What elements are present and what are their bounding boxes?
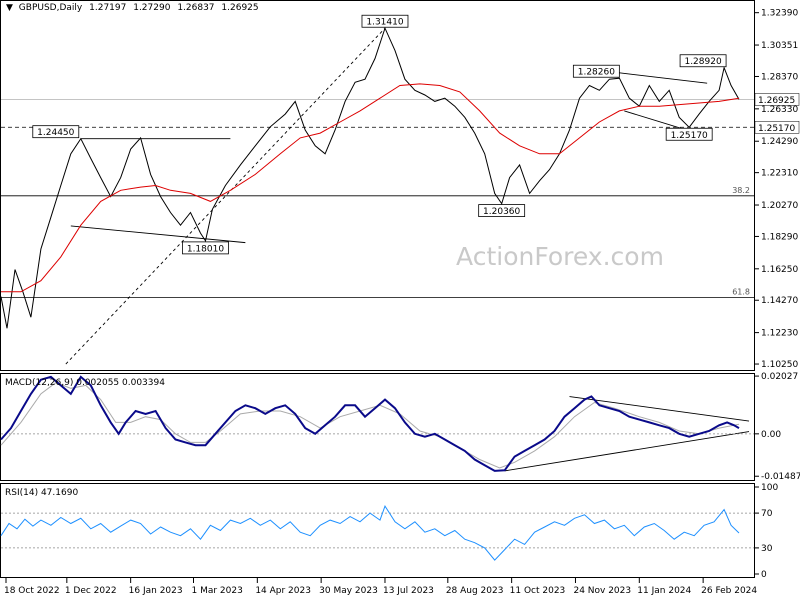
ohlc-close: 1.26925 — [221, 3, 258, 13]
price-annotation-label: 1.28920 — [684, 57, 721, 67]
fib-level-label: 38.2 — [732, 186, 750, 195]
moving-average-line — [1, 83, 740, 293]
ohlc-low: 1.26837 — [177, 3, 214, 13]
x-tick-label: 24 Nov 2023 — [573, 586, 631, 596]
rsi-line — [0, 504, 740, 561]
price-y-axis: 1.32390 1.30351 1.28370 1.26330 1.24290 1.223… — [754, 9, 800, 370]
macd-y-tick-label: 0.00 — [761, 430, 781, 440]
rsi-series — [0, 504, 740, 561]
trendline-channel-bottom-2023 — [70, 225, 246, 244]
price-annotation-box — [665, 127, 713, 141]
trendline-rising-trendline — [65, 27, 386, 365]
price-y-tick-label: 1.30351 — [761, 41, 798, 51]
price-y-tick-label: 1.18290 — [761, 232, 798, 242]
price-annotation-box — [679, 54, 727, 68]
price-annotation-label: 1.20360 — [483, 207, 520, 217]
price-panel-frame — [0, 0, 755, 371]
price-y-tick-label: 1.28370 — [761, 72, 798, 82]
x-tick-label: 18 Oct 2022 — [4, 586, 60, 596]
current-price-badge — [754, 93, 800, 106]
chart-title-triangle-icon: ▼ — [6, 3, 13, 13]
price-annotation-box — [32, 125, 80, 139]
price-annotation-box — [572, 64, 620, 78]
x-tick-label: 1 Dec 2022 — [65, 586, 117, 596]
price-y-tick-label: 1.10250 — [761, 360, 798, 370]
price-annotation-label: 1.25170 — [671, 131, 708, 141]
trendline-triangle-upper — [619, 72, 708, 84]
x-tick-label: 28 Aug 2023 — [446, 586, 504, 596]
price-series — [0, 26, 740, 329]
rsi-y-tick-label: 0 — [761, 570, 767, 580]
x-tick-label: 11 Jan 2024 — [637, 586, 691, 596]
rsi-levels — [1, 512, 754, 549]
trendline-macd-upper — [569, 396, 750, 422]
x-tick-label: 11 Oct 2023 — [510, 586, 566, 596]
price-annotation-label: 1.24450 — [37, 128, 74, 138]
macd-main-line — [0, 375, 740, 472]
macd-trendlines — [504, 396, 750, 472]
macd-y-tick-label: 0.02027 — [761, 372, 798, 382]
support-level-badge-label: 1.25170 — [758, 124, 795, 134]
macd-signal-line — [0, 382, 740, 469]
macd-y-tick-label: -0.014877 — [761, 472, 800, 482]
x-tick-label: 26 Feb 2024 — [701, 586, 757, 596]
macd-panel-frame — [0, 373, 755, 481]
price-annotation-label: 1.18010 — [187, 244, 224, 254]
price-y-tick-label: 1.24290 — [761, 137, 798, 147]
price-y-tick-label: 1.14270 — [761, 296, 798, 306]
rsi-y-tick-label: 100 — [761, 483, 778, 493]
x-tick-label: 16 Jan 2023 — [129, 586, 183, 596]
price-y-tick-label: 1.16250 — [761, 265, 798, 275]
x-tick-label: 13 Jul 2023 — [383, 586, 434, 596]
price-y-tick-label: 1.26330 — [761, 105, 798, 115]
chart-title: GBPUSD,Daily — [19, 3, 83, 13]
ohlc-high: 1.27290 — [133, 3, 170, 13]
price-y-tick-label: 1.22310 — [761, 169, 798, 179]
price-annotations: 1.31410 1.24450 1.18010 1.20360 1.28260 1.289… — [32, 14, 727, 255]
macd-y-axis: 0.02027 0.00 -0.014877 — [754, 372, 800, 482]
price-annotation-box — [182, 241, 229, 255]
macd-label: MACD(12,26,9) 0.002055 0.003394 — [5, 378, 165, 388]
ohlc-open: 1.27197 — [89, 3, 126, 13]
x-tick-label: 30 May 2023 — [319, 586, 378, 596]
rsi-y-tick-label: 70 — [761, 509, 773, 519]
support-level-badge — [754, 121, 800, 134]
rsi-label: RSI(14) 47.1690 — [5, 488, 78, 498]
x-tick-label: 1 Mar 2023 — [191, 586, 242, 596]
price-y-tick-label: 1.32390 — [761, 9, 798, 19]
price-annotation-box — [361, 14, 409, 28]
svg-text:▼ GBPUSD,Daily 1.27197: ▼ GBPUSD,Daily 1.27197 1.27290 1.26837 1… — [6, 3, 259, 13]
price-annotation-label: 1.31410 — [366, 18, 403, 28]
x-axis: 18 Oct 2022 1 Dec 2022 16 Jan 2023 1 Mar 20… — [4, 578, 757, 596]
price-annotation-box — [478, 204, 526, 217]
macd-series — [0, 375, 754, 472]
current-price-badge-label: 1.26925 — [758, 96, 795, 106]
price-y-tick-label: 1.12230 — [761, 329, 798, 339]
rsi-y-axis: 100 70 30 0 — [754, 483, 778, 580]
rsi-y-tick-label: 30 — [761, 544, 773, 554]
x-tick-label: 14 Apr 2023 — [255, 586, 311, 596]
trendline-macd-lower — [504, 431, 750, 472]
fib-level-label: 61.8 — [732, 287, 750, 296]
price-y-tick-label: 1.20270 — [761, 201, 798, 211]
price-series-line — [0, 26, 740, 329]
watermark: ActionForex.com — [456, 242, 664, 271]
price-annotation-label: 1.28260 — [578, 68, 615, 78]
